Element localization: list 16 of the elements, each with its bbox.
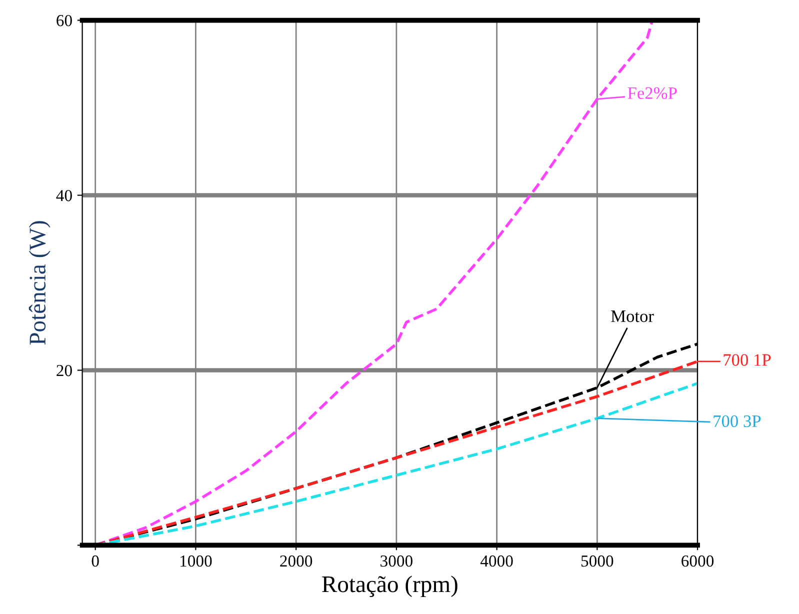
x-tick-label: 2000 — [280, 555, 312, 567]
y-tick-label: 60 — [56, 14, 72, 26]
x-tick-label: 6000 — [682, 555, 714, 567]
x-tick-label: 0 — [92, 555, 99, 567]
x-tick-label: 5000 — [581, 555, 614, 567]
x-tick-label: 4000 — [480, 555, 513, 567]
series-label: Motor — [611, 310, 654, 322]
x-tick-label: 1000 — [180, 555, 212, 567]
x-tick-label: 3000 — [380, 555, 412, 567]
y-tick-label: 20 — [56, 364, 72, 376]
y-tick-label: 40 — [56, 190, 72, 202]
y-axis-title: Potência (W) — [28, 221, 50, 345]
text: 700 3P — [714, 415, 761, 428]
legend-label: Fe2%P — [628, 87, 677, 100]
legend-label: 700 1P — [724, 354, 771, 366]
x-axis-title: Rotação (rpm) — [322, 576, 458, 598]
